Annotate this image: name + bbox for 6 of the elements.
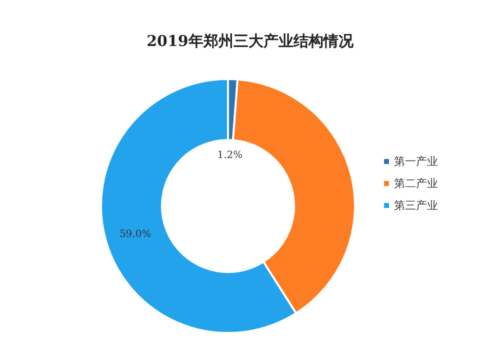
chart-title: 2019年郑州三大产业结构情况 (146, 32, 354, 50)
legend-label: 第三产业 (394, 199, 438, 212)
legend-label: 第二产业 (394, 177, 438, 190)
legend-label: 第一产业 (394, 155, 438, 168)
data-label: 59.0% (119, 228, 152, 240)
data-label: 1.2% (217, 150, 243, 162)
